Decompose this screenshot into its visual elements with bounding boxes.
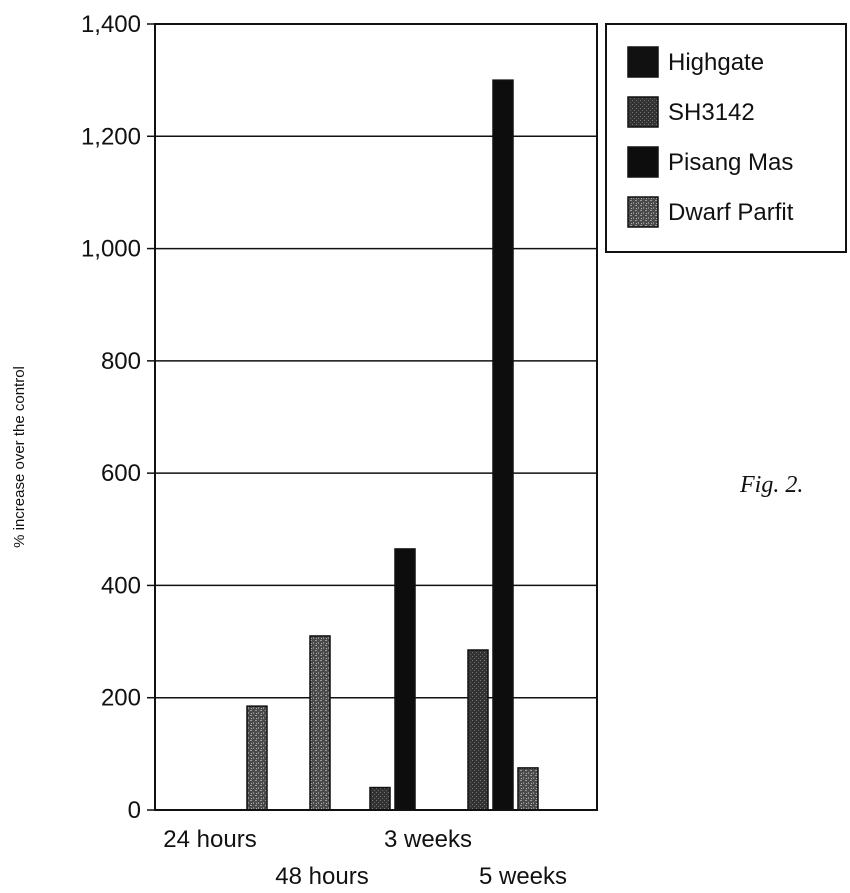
x-tick-label: 3 weeks xyxy=(384,826,472,853)
x-axis-ticks: 24 hours 48 hours 3 weeks 5 weeks xyxy=(163,826,567,890)
y-tick-label: 400 xyxy=(101,572,141,599)
y-axis-label: % increase over the control xyxy=(11,366,28,548)
legend-label: Highgate xyxy=(668,49,764,76)
legend-swatch xyxy=(627,46,659,78)
bars xyxy=(246,79,539,811)
legend-label: SH3142 xyxy=(668,99,755,126)
y-tick-label: 0 xyxy=(128,797,141,824)
y-tick-label: 1,000 xyxy=(81,236,141,263)
plot-area-frame xyxy=(154,23,598,811)
bar-dwarf-parfit-3 xyxy=(517,767,539,811)
y-axis-ticks: 0 200 400 600 800 1,000 1,200 1,400 xyxy=(81,11,155,824)
bar-dwarf-parfit-1 xyxy=(309,635,331,811)
y-tick-label: 1,400 xyxy=(81,11,141,38)
legend-swatch xyxy=(627,196,659,228)
bar-sh3142-2 xyxy=(369,786,391,811)
bar-pisang-mas-3 xyxy=(492,79,514,811)
figure-caption: Fig. 2. xyxy=(739,472,803,498)
legend-label: Pisang Mas xyxy=(668,149,793,176)
y-tick-label: 600 xyxy=(101,460,141,487)
legend-swatch xyxy=(627,146,659,178)
legend: Highgate SH3142 Pisang Mas Dwarf Parfit xyxy=(605,23,847,253)
y-tick-label: 200 xyxy=(101,685,141,712)
legend-swatch xyxy=(627,96,659,128)
bar-pisang-mas-2 xyxy=(394,548,416,811)
bar-dwarf-parfit-0 xyxy=(246,705,268,811)
x-tick-label: 5 weeks xyxy=(479,863,567,890)
x-tick-label: 48 hours xyxy=(275,863,368,890)
grid-lines xyxy=(155,135,597,699)
bar-sh3142-3 xyxy=(467,649,489,811)
x-tick-label: 24 hours xyxy=(163,826,256,853)
y-tick-label: 800 xyxy=(101,348,141,375)
legend-label: Dwarf Parfit xyxy=(668,199,794,226)
y-tick-label: 1,200 xyxy=(81,123,141,150)
